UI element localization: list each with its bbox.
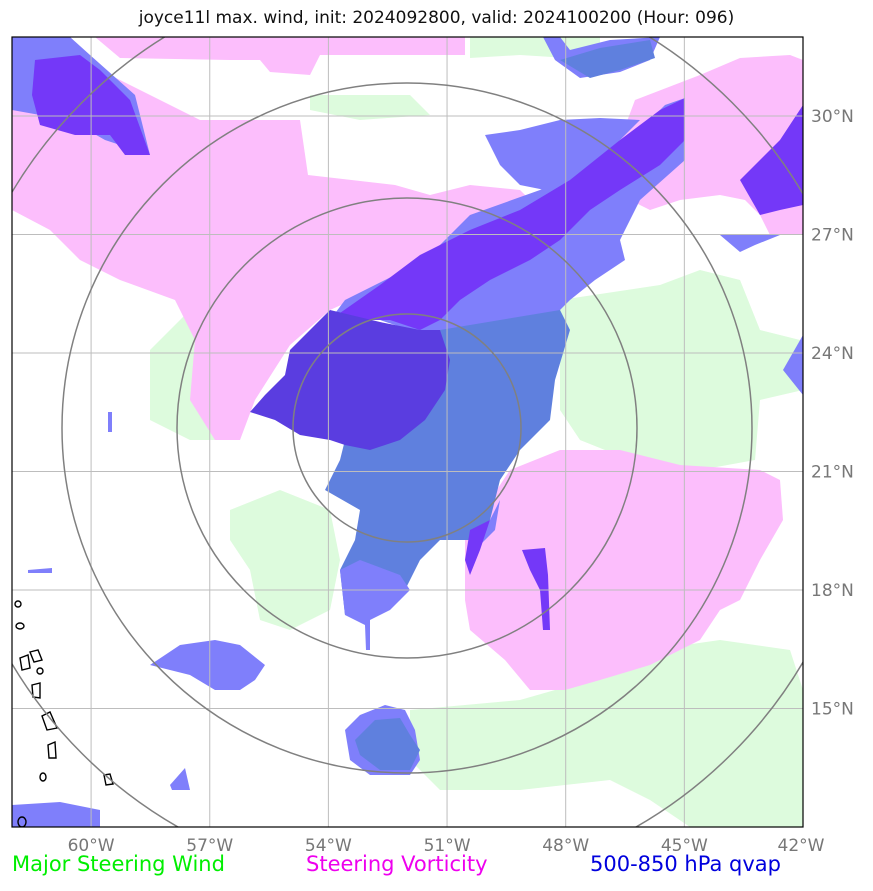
qvap-area [783, 335, 803, 395]
qvap-area [150, 640, 265, 690]
island-outline [14, 600, 22, 608]
steering-vorticity-area [70, 37, 465, 75]
qvap-area [355, 718, 420, 770]
qvap-area [740, 105, 803, 215]
lon-tick-label: 57°W [186, 836, 233, 856]
legend-steering-vorticity: Steering Vorticity [306, 852, 488, 876]
steering-wind-area [410, 640, 803, 827]
qvap-area [330, 98, 685, 330]
island-outline [15, 622, 25, 630]
qvap-area [560, 40, 655, 78]
legend-steering-wind: Major Steering Wind [12, 852, 225, 876]
lon-tick-label: 42°W [778, 836, 825, 856]
lon-tick-label: 45°W [661, 836, 708, 856]
range-ring [61, 82, 753, 774]
island-outline [19, 654, 31, 671]
lat-tick-label: 15°N [811, 700, 854, 720]
island-outline [36, 667, 44, 675]
map-frame [11, 36, 804, 828]
qvap-area [465, 520, 490, 575]
axis-tick-labels: 60°W 57°W 54°W 51°W 48°W 45°W 42°W 30°N 27°N 24°N… [68, 107, 854, 856]
island-outline [17, 816, 27, 827]
lat-tick-label: 27°N [811, 226, 854, 246]
steering-wind-area [560, 270, 803, 470]
island-outline [47, 740, 57, 759]
range-ring [292, 313, 522, 543]
lon-tick-label: 60°W [68, 836, 115, 856]
qvap-area [250, 310, 450, 450]
qvap-area [340, 560, 410, 650]
lat-tick-label: 30°N [811, 107, 854, 127]
steering-wind-layer [150, 37, 803, 827]
qvap-area [108, 412, 112, 432]
coastlines [14, 600, 114, 827]
chart-title: joyce11l max. wind, init: 2024092800, va… [138, 8, 735, 28]
qvap-area [522, 548, 550, 630]
lon-tick-label: 54°W [305, 836, 352, 856]
island-outline [41, 711, 58, 731]
qvap-area [485, 118, 640, 190]
island-outline [39, 772, 47, 782]
steering-wind-area [230, 490, 340, 630]
island-outline [31, 682, 41, 699]
qvap-area [28, 568, 52, 573]
lat-tick-label: 24°N [811, 344, 854, 364]
range-ring [176, 197, 638, 659]
qvap-area [720, 235, 780, 252]
island-outline [103, 773, 114, 786]
island-outline [29, 649, 43, 663]
lat-tick-label: 18°N [811, 581, 854, 601]
qvap-area [170, 768, 190, 790]
qvap-layer [12, 37, 803, 827]
lon-tick-label: 51°W [424, 836, 471, 856]
graticule [12, 37, 803, 827]
lon-tick-label: 48°W [542, 836, 589, 856]
legend-qvap: 500-850 hPa qvap [590, 852, 781, 876]
lat-tick-label: 21°N [811, 463, 854, 483]
qvap-area [12, 802, 100, 827]
steering-wind-area [310, 95, 430, 120]
